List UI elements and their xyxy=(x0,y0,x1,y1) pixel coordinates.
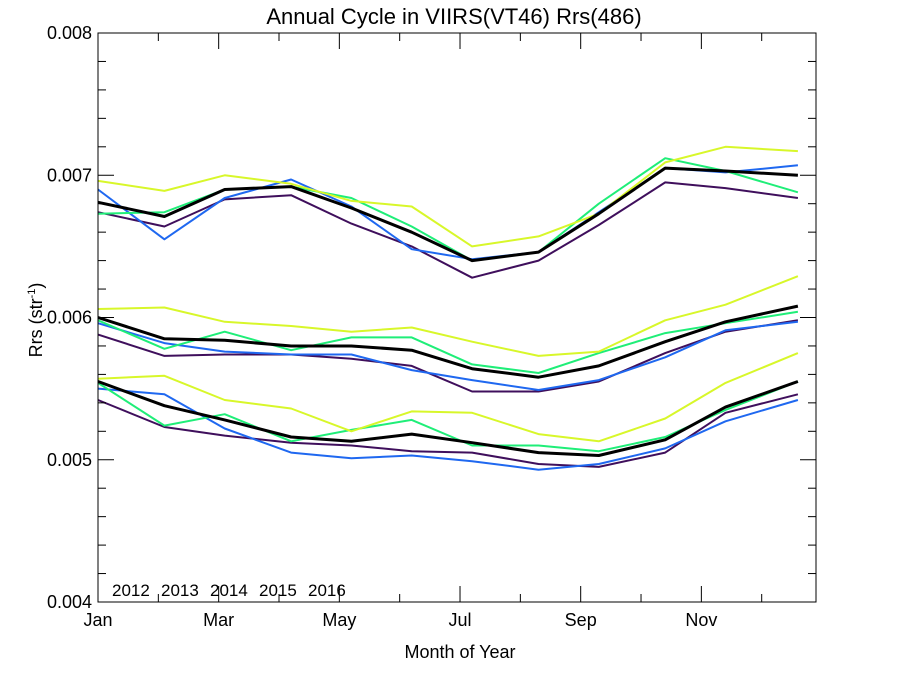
x-tick-label: Mar xyxy=(203,610,234,630)
x-tick-label: Jan xyxy=(83,610,112,630)
series-line-2013-6 xyxy=(97,320,799,391)
x-tick-label: May xyxy=(322,610,356,630)
legend: 2012 2013 2014 2015 2016 xyxy=(112,581,346,600)
series-line-2012-10 xyxy=(97,393,799,468)
y-tick-labels: 0.004 0.005 0.006 0.007 0.008 xyxy=(47,23,92,612)
series-line-2015-13 xyxy=(97,352,799,443)
series-line-2014-7 xyxy=(97,310,799,374)
axis-ticks xyxy=(97,32,816,603)
y-tick-label: 0.006 xyxy=(47,308,92,328)
y-tick-label: 0.005 xyxy=(47,450,92,470)
x-axis-label: Month of Year xyxy=(404,642,515,662)
series-line-mean-14 xyxy=(97,380,799,457)
series-line-2013-1 xyxy=(97,164,798,261)
series-line-2015-3 xyxy=(97,145,798,248)
y-tick-label: 0.008 xyxy=(47,23,92,43)
series-lines xyxy=(97,145,799,471)
legend-item-2013: 2013 xyxy=(161,581,199,600)
chart-title: Annual Cycle in VIIRS(VT46) Rrs(486) xyxy=(266,4,641,29)
series-line-2015-8 xyxy=(97,275,799,357)
y-tick-label: 0.004 xyxy=(47,592,92,612)
series-line-mean-4 xyxy=(97,166,798,263)
series-line-mean-9 xyxy=(97,304,799,379)
series-line-2012-5 xyxy=(97,319,799,393)
x-tick-label: Jul xyxy=(449,610,472,630)
legend-item-2015: 2015 xyxy=(259,581,297,600)
x-tick-label: Nov xyxy=(685,610,717,630)
legend-item-2012: 2012 xyxy=(112,581,150,600)
x-tick-label: Sep xyxy=(565,610,597,630)
y-tick-label: 0.007 xyxy=(47,165,92,185)
legend-item-2014: 2014 xyxy=(210,581,248,600)
x-tick-labels: Jan Mar May Jul Sep Nov xyxy=(83,610,717,630)
series-line-2013-11 xyxy=(97,387,799,471)
y-axis-label: Rrs (str-1) xyxy=(26,283,46,358)
legend-item-2016: 2016 xyxy=(308,581,346,600)
